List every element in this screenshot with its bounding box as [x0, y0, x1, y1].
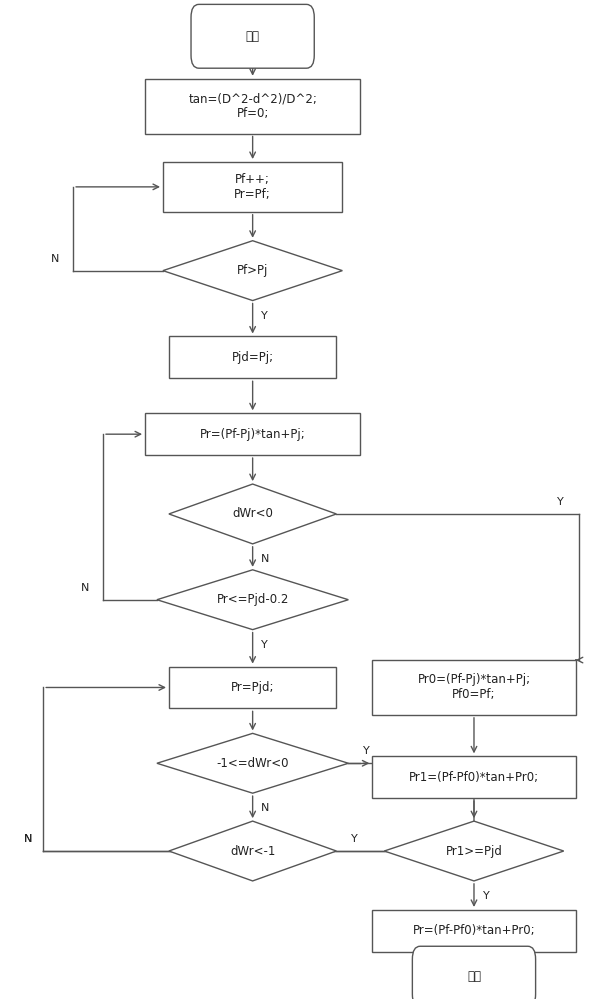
Text: Pjd=Pj;: Pjd=Pj; — [231, 351, 273, 364]
Text: N: N — [81, 583, 90, 593]
Text: Y: Y — [351, 834, 358, 844]
Polygon shape — [384, 821, 564, 881]
Text: -1<=dWr<0: -1<=dWr<0 — [216, 757, 289, 770]
Text: Y: Y — [557, 497, 564, 507]
Bar — [372, 910, 576, 952]
Bar — [169, 667, 337, 708]
Text: Pr=Pjd;: Pr=Pjd; — [231, 681, 275, 694]
Bar — [372, 660, 576, 715]
Bar — [145, 79, 361, 134]
FancyBboxPatch shape — [191, 4, 314, 68]
Polygon shape — [157, 733, 349, 793]
Text: 结束: 结束 — [467, 970, 481, 983]
Text: Pr0=(Pf-Pj)*tan+Pj;
Pf0=Pf;: Pr0=(Pf-Pj)*tan+Pj; Pf0=Pf; — [418, 673, 531, 701]
Text: Pr<=Pjd-0.2: Pr<=Pjd-0.2 — [216, 593, 289, 606]
FancyBboxPatch shape — [412, 946, 535, 1000]
Text: N: N — [51, 254, 59, 264]
Text: Pr1>=Pjd: Pr1>=Pjd — [445, 845, 502, 858]
Text: Y: Y — [483, 891, 489, 901]
Bar — [163, 162, 343, 212]
Bar — [169, 336, 337, 378]
Polygon shape — [157, 570, 349, 630]
Bar — [372, 756, 576, 798]
Text: Pr1=(Pf-Pf0)*tan+Pr0;: Pr1=(Pf-Pf0)*tan+Pr0; — [409, 771, 539, 784]
Bar — [145, 413, 361, 455]
Polygon shape — [169, 821, 337, 881]
Text: Y: Y — [363, 746, 370, 756]
Text: dWr<-1: dWr<-1 — [230, 845, 275, 858]
Polygon shape — [163, 241, 343, 301]
Text: N: N — [24, 834, 32, 844]
Text: Y: Y — [261, 640, 268, 650]
Text: N: N — [260, 803, 269, 813]
Text: Pr=(Pf-Pf0)*tan+Pr0;: Pr=(Pf-Pf0)*tan+Pr0; — [413, 924, 535, 937]
Text: N: N — [24, 834, 32, 844]
Text: dWr<0: dWr<0 — [232, 507, 273, 520]
Text: Y: Y — [261, 311, 268, 321]
Polygon shape — [169, 484, 337, 544]
Text: tan=(D^2-d^2)/D^2;
Pf=0;: tan=(D^2-d^2)/D^2; Pf=0; — [188, 92, 317, 120]
Text: N: N — [260, 554, 269, 564]
Text: Pr=(Pf-Pj)*tan+Pj;: Pr=(Pf-Pj)*tan+Pj; — [200, 428, 305, 441]
Text: Pf>Pj: Pf>Pj — [237, 264, 268, 277]
Text: Pf++;
Pr=Pf;: Pf++; Pr=Pf; — [234, 173, 271, 201]
Text: 开始: 开始 — [246, 30, 260, 43]
